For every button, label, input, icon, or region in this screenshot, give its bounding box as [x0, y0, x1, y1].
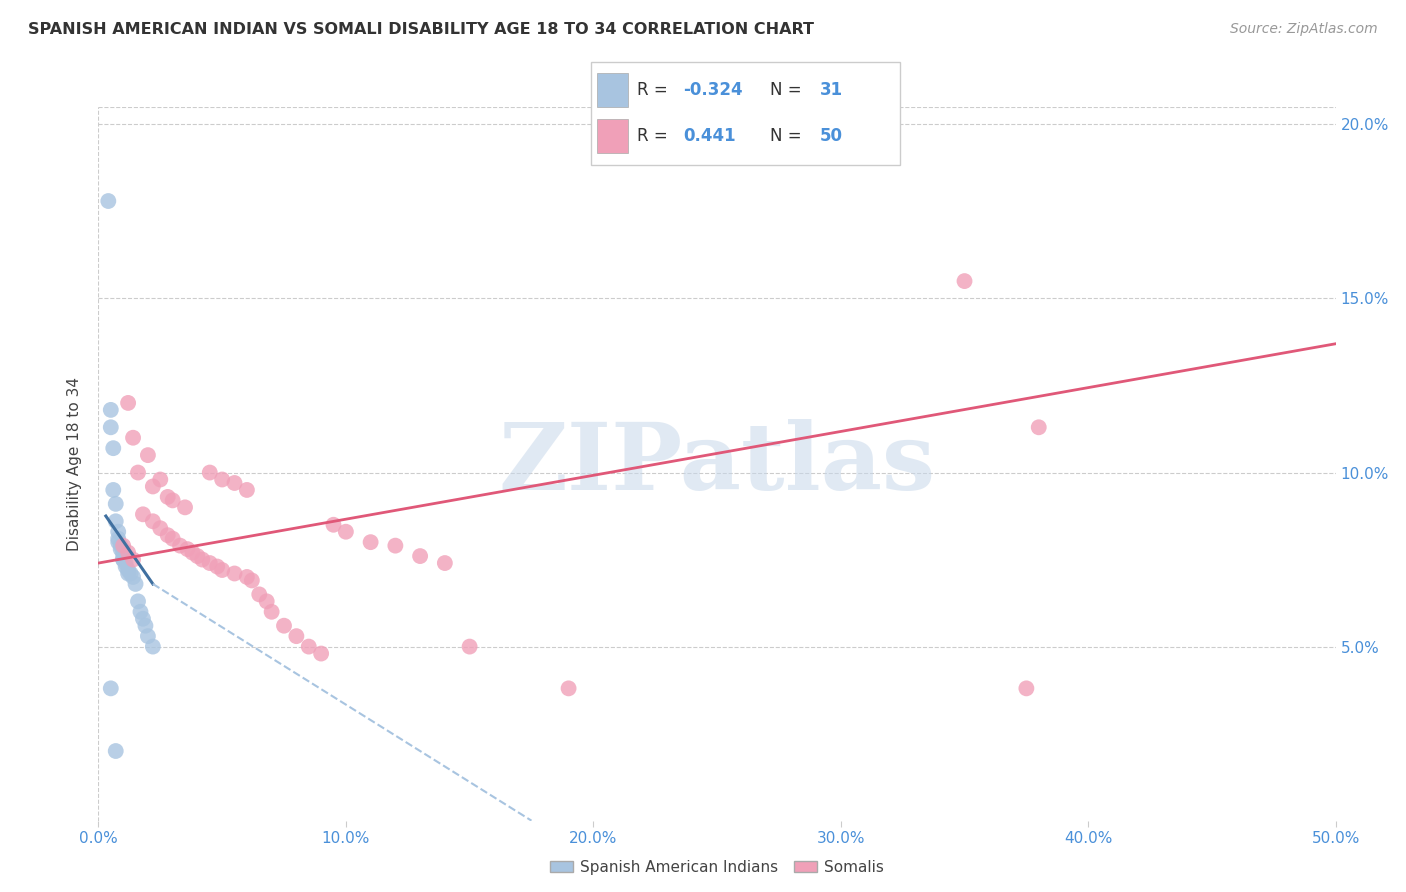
Point [273, 618, 295, 632]
Text: R =: R = [637, 80, 673, 99]
Point [260, 605, 283, 619]
Point [132, 508, 155, 522]
Point [120, 566, 142, 581]
Point [149, 473, 172, 487]
Point [107, 524, 129, 539]
Point [191, 552, 214, 566]
Point [458, 640, 481, 654]
Legend: Spanish American Indians, Somalis: Spanish American Indians, Somalis [544, 854, 890, 880]
Text: 31: 31 [820, 80, 842, 99]
Point [114, 559, 136, 574]
Point [107, 532, 129, 546]
Point [142, 640, 165, 654]
Point [186, 549, 208, 563]
Point [162, 493, 184, 508]
Point [124, 577, 146, 591]
Point [335, 524, 357, 539]
Point [122, 570, 145, 584]
Point [100, 681, 122, 696]
Point [433, 556, 456, 570]
Point [117, 566, 139, 581]
Point [174, 500, 197, 515]
Point [127, 594, 149, 608]
Point [127, 466, 149, 480]
Point [247, 587, 270, 601]
Point [162, 532, 184, 546]
Point [211, 563, 233, 577]
Point [953, 274, 976, 288]
Point [97, 194, 120, 208]
Point [236, 483, 259, 497]
Text: Source: ZipAtlas.com: Source: ZipAtlas.com [1230, 22, 1378, 37]
Point [285, 629, 308, 643]
Point [100, 403, 122, 417]
Point [110, 539, 132, 553]
Point [117, 396, 139, 410]
Point [112, 552, 135, 566]
Point [117, 563, 139, 577]
Point [169, 539, 191, 553]
Point [322, 517, 344, 532]
Point [103, 483, 125, 497]
Point [100, 420, 122, 434]
Point [156, 528, 179, 542]
Point [136, 448, 159, 462]
Point [236, 570, 259, 584]
Point [156, 490, 179, 504]
Point [142, 479, 165, 493]
Point [132, 612, 155, 626]
Point [176, 542, 198, 557]
Text: 50: 50 [820, 127, 842, 145]
Point [224, 566, 246, 581]
Point [409, 549, 432, 563]
Point [198, 556, 221, 570]
Point [205, 559, 228, 574]
Point [181, 546, 204, 560]
Text: N =: N = [770, 127, 807, 145]
Point [1015, 681, 1038, 696]
Point [142, 514, 165, 528]
Point [136, 629, 159, 643]
Point [104, 744, 127, 758]
Point [134, 618, 156, 632]
Point [129, 605, 152, 619]
Point [104, 514, 127, 528]
Point [112, 549, 135, 563]
Point [112, 539, 135, 553]
Text: N =: N = [770, 80, 807, 99]
Point [104, 497, 127, 511]
Point [298, 640, 321, 654]
Text: -0.324: -0.324 [683, 80, 742, 99]
Point [149, 521, 172, 535]
Point [107, 535, 129, 549]
Y-axis label: Disability Age 18 to 34: Disability Age 18 to 34 [67, 376, 83, 551]
Bar [596, 73, 627, 106]
Text: ZIPatlas: ZIPatlas [499, 419, 935, 508]
Text: SPANISH AMERICAN INDIAN VS SOMALI DISABILITY AGE 18 TO 34 CORRELATION CHART: SPANISH AMERICAN INDIAN VS SOMALI DISABI… [28, 22, 814, 37]
Text: 0.441: 0.441 [683, 127, 735, 145]
Point [240, 574, 263, 588]
Point [198, 466, 221, 480]
Point [211, 473, 233, 487]
Point [112, 546, 135, 560]
Point [224, 475, 246, 490]
Point [110, 542, 132, 557]
FancyBboxPatch shape [591, 62, 900, 165]
Point [309, 647, 332, 661]
Point [360, 535, 382, 549]
Point [384, 539, 406, 553]
Bar [596, 119, 627, 153]
Point [256, 594, 278, 608]
Point [557, 681, 579, 696]
Point [1028, 420, 1050, 434]
Point [122, 552, 145, 566]
Point [103, 441, 125, 455]
Point [114, 556, 136, 570]
Point [112, 552, 135, 566]
Text: R =: R = [637, 127, 673, 145]
Point [117, 546, 139, 560]
Point [122, 431, 145, 445]
